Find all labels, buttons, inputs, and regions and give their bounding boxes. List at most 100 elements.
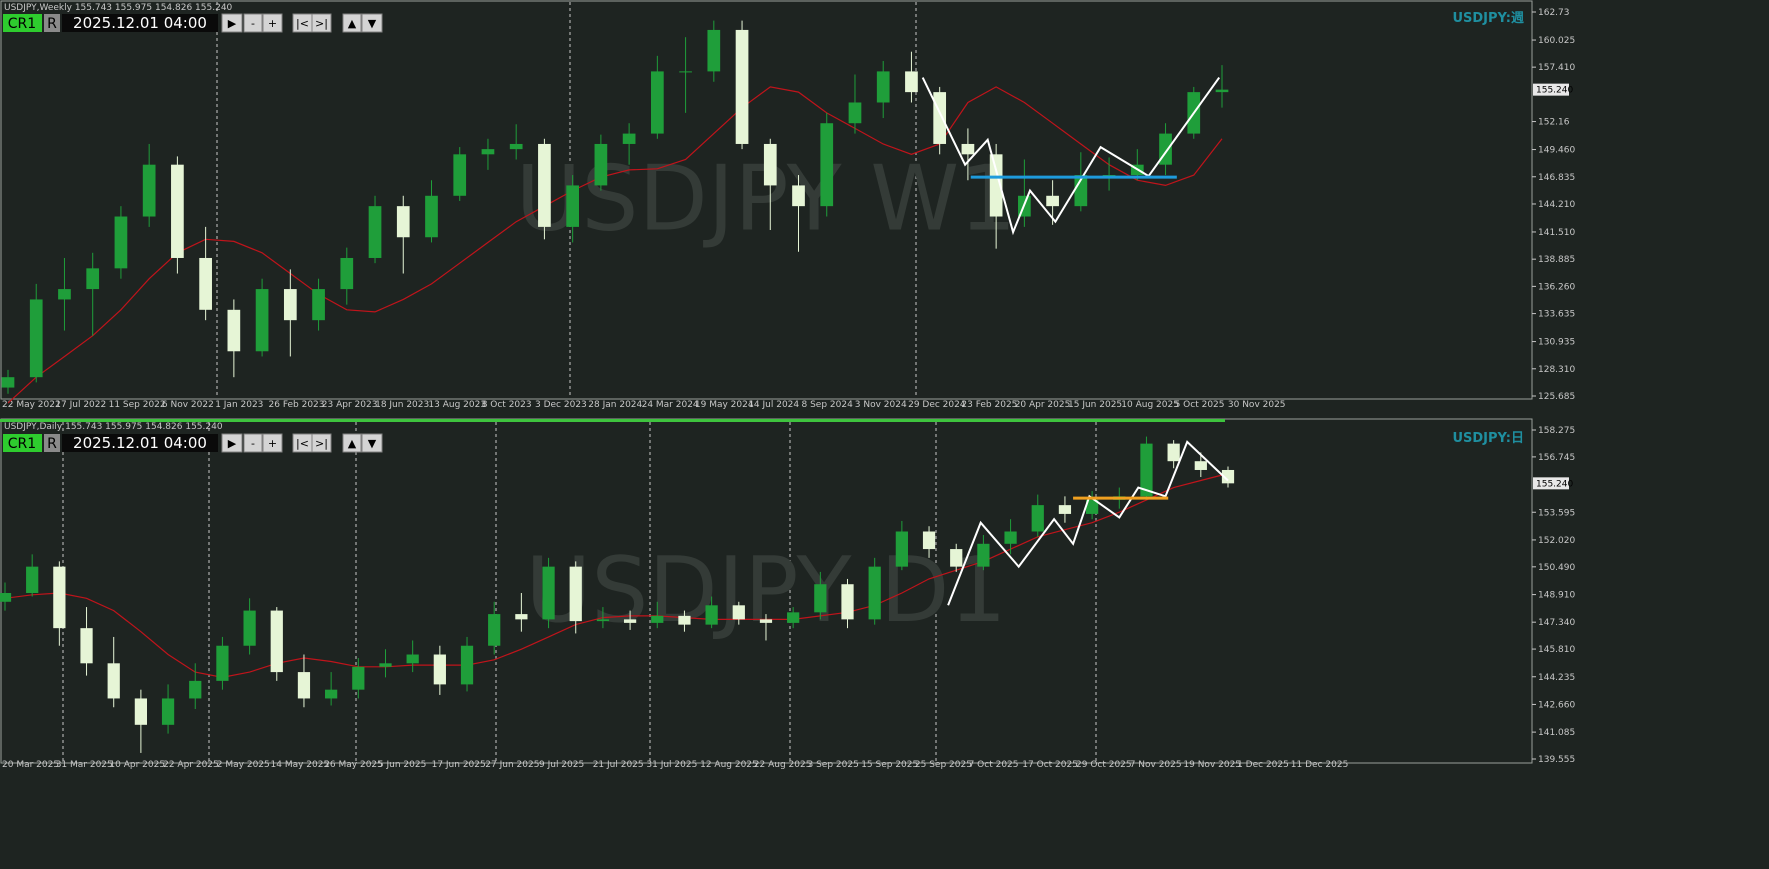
x-tick-label: 3 Sep 2025 bbox=[808, 760, 859, 770]
toolbar-button-label[interactable]: >| bbox=[315, 437, 328, 450]
x-tick-label: 6 Nov 2022 bbox=[162, 400, 214, 410]
toolbar-button-label[interactable]: ▼ bbox=[368, 17, 377, 30]
candle-body bbox=[58, 289, 71, 300]
x-tick-label: 22 Apr 2025 bbox=[163, 760, 219, 770]
r-label: R bbox=[47, 16, 57, 32]
toolbar-button-label[interactable]: ▲ bbox=[348, 437, 357, 450]
x-tick-label: 23 Feb 2025 bbox=[961, 400, 1017, 410]
candle-body bbox=[820, 123, 834, 207]
toolbar-button[interactable] bbox=[262, 433, 283, 453]
candle-body bbox=[679, 71, 692, 73]
y-tick-label: 147.340 bbox=[1538, 618, 1575, 628]
candle-body bbox=[86, 268, 100, 290]
toolbar-button-label[interactable]: ▲ bbox=[348, 17, 357, 30]
x-tick-label: 29 Dec 2024 bbox=[908, 400, 966, 410]
toolbar-button[interactable] bbox=[361, 433, 383, 453]
candle-body bbox=[312, 289, 325, 321]
candle-body bbox=[735, 29, 749, 144]
candle-body bbox=[732, 605, 745, 620]
candle-body bbox=[340, 257, 354, 290]
y-tick-label: 136.260 bbox=[1538, 282, 1575, 292]
candle-body bbox=[977, 543, 990, 567]
moving-average bbox=[4, 472, 1229, 679]
x-tick-label: 19 Nov 2025 bbox=[1183, 760, 1241, 770]
x-tick-label: 19 May 2024 bbox=[695, 400, 754, 410]
candle-body bbox=[787, 612, 800, 623]
x-tick-label: 22 May 2022 bbox=[2, 400, 61, 410]
candle-body bbox=[142, 164, 156, 217]
candle-body bbox=[622, 133, 636, 144]
y-tick-label: 157.410 bbox=[1538, 63, 1575, 73]
candle-body bbox=[0, 593, 12, 602]
y-tick-label: 141.510 bbox=[1538, 228, 1575, 238]
candle-body bbox=[379, 663, 392, 667]
toolbar-button-label[interactable]: - bbox=[251, 17, 255, 30]
cr-box bbox=[3, 434, 42, 452]
candle-body bbox=[297, 672, 311, 699]
toolbar-button[interactable] bbox=[243, 13, 263, 33]
datetime-box bbox=[62, 14, 218, 32]
y-tick-label: 145.810 bbox=[1538, 645, 1575, 655]
candle-body bbox=[283, 289, 297, 321]
x-tick-label: 14 Jul 2024 bbox=[748, 400, 799, 410]
candle-body bbox=[216, 645, 229, 681]
toolbar-button-label[interactable]: + bbox=[268, 17, 277, 30]
x-tick-label: 26 May 2025 bbox=[324, 760, 383, 770]
toolbar-button-label[interactable]: |< bbox=[296, 17, 309, 30]
candle-body bbox=[227, 309, 241, 352]
y-tick-label: 146.835 bbox=[1538, 173, 1575, 183]
zigzag bbox=[921, 77, 1221, 236]
candle-body bbox=[368, 206, 382, 258]
toolbar-button-label[interactable]: ▼ bbox=[368, 437, 377, 450]
period-separators bbox=[62, 2, 1097, 762]
toolbar-button[interactable] bbox=[361, 13, 383, 33]
toolbar-button[interactable] bbox=[221, 13, 243, 33]
toolbar-button-label[interactable]: + bbox=[268, 437, 277, 450]
candle-body bbox=[1194, 461, 1207, 470]
x-tick-label: 1 Dec 2025 bbox=[1237, 760, 1289, 770]
candle-body bbox=[933, 92, 947, 144]
candle-body bbox=[650, 71, 664, 134]
toolbar-button[interactable] bbox=[311, 13, 332, 33]
candle-body bbox=[792, 185, 805, 207]
toolbar-button-label[interactable]: - bbox=[251, 437, 255, 450]
candle-body bbox=[107, 663, 120, 699]
candle-body bbox=[509, 143, 523, 150]
toolbar-button[interactable] bbox=[243, 433, 263, 453]
candle-body bbox=[950, 549, 963, 567]
symbol-tag: USDJPY:週 bbox=[1452, 11, 1524, 26]
candle-body bbox=[961, 143, 975, 155]
toolbar-button[interactable] bbox=[311, 433, 332, 453]
toolbar-button[interactable] bbox=[262, 13, 283, 33]
toolbar-button-label[interactable]: |< bbox=[296, 437, 309, 450]
toolbar-button-label[interactable]: ▶ bbox=[228, 17, 237, 30]
toolbar-button[interactable] bbox=[221, 433, 243, 453]
toolbar-button-label[interactable]: >| bbox=[315, 17, 328, 30]
x-tick-label: 15 Sep 2025 bbox=[861, 760, 918, 770]
y-tick-label: 144.210 bbox=[1538, 200, 1575, 210]
toolbar-button[interactable] bbox=[342, 433, 362, 453]
x-tick-label: 8 Sep 2024 bbox=[802, 400, 854, 410]
candle-body bbox=[189, 680, 202, 699]
candle-body bbox=[243, 610, 256, 646]
y-tick-label: 153.595 bbox=[1538, 508, 1575, 518]
separator bbox=[0, 419, 1225, 422]
price-tag-label: 155.240 bbox=[1536, 479, 1573, 489]
x-tick-label: 2 May 2025 bbox=[217, 760, 270, 770]
candle-body bbox=[763, 143, 777, 186]
frame bbox=[0, 0, 1533, 400]
toolbar-button-label[interactable]: ▶ bbox=[228, 437, 237, 450]
toolbar-button[interactable] bbox=[342, 13, 362, 33]
candle-body bbox=[1221, 469, 1235, 484]
candle-body bbox=[488, 614, 501, 646]
chart-header: USDJPY,Daily 155.743 155.975 154.826 155… bbox=[4, 422, 223, 432]
y-tick-label: 152.16 bbox=[1538, 118, 1570, 128]
y-tick-label: 133.635 bbox=[1538, 310, 1575, 320]
y-tick-label: 162.73 bbox=[1538, 8, 1570, 18]
candle-body bbox=[814, 584, 827, 613]
datetime-box bbox=[62, 434, 218, 452]
candle-body bbox=[538, 143, 551, 227]
x-tick-label: 10 Aug 2025 bbox=[1121, 400, 1179, 410]
